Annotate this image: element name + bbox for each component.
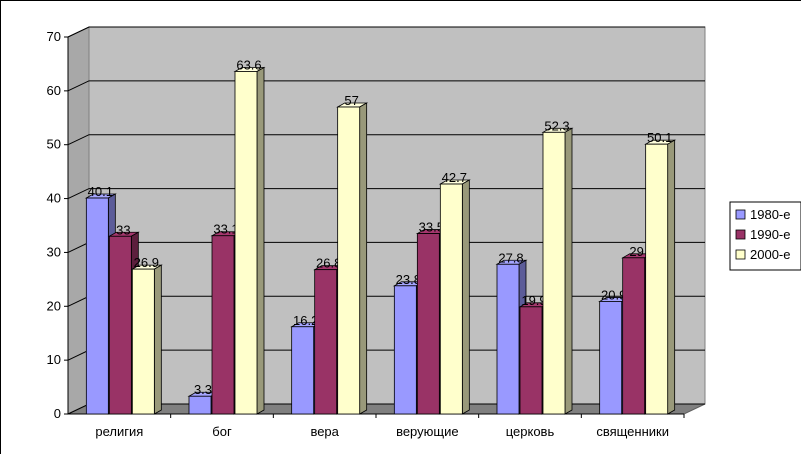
data-label: 3.3: [194, 382, 212, 397]
legend-swatch: [735, 229, 746, 240]
bar: [542, 131, 566, 415]
bar: [188, 395, 212, 415]
bar-side: [153, 264, 162, 415]
data-label: 33.5: [419, 220, 444, 235]
y-tick-label: 40: [47, 191, 61, 206]
bar-side: [461, 179, 470, 415]
data-label: 23.8: [396, 272, 421, 287]
bar: [337, 106, 361, 415]
bar-side: [359, 102, 368, 415]
data-label: 16.2: [293, 313, 318, 328]
x-tick-label: священники: [596, 424, 669, 439]
bar: [393, 285, 417, 415]
data-label: 19.9: [521, 293, 546, 308]
bar: [622, 257, 646, 415]
legend-label: 2000-е: [750, 247, 790, 262]
gridline: [67, 134, 705, 146]
legend-label: 1980-е: [750, 207, 790, 222]
bar: [519, 306, 543, 415]
y-tick-label: 0: [54, 406, 61, 421]
data-label: 20.9: [601, 287, 626, 302]
bar: [234, 71, 258, 415]
bar-side: [667, 139, 676, 415]
bar: [314, 269, 338, 415]
y-tick-label: 20: [47, 298, 61, 313]
y-tick-label: 30: [47, 244, 61, 259]
gridline: [67, 26, 705, 38]
y-tick-label: 10: [47, 352, 61, 367]
x-tick-label: церковь: [506, 424, 555, 439]
x-tick-label: верующие: [396, 424, 459, 439]
gridline: [67, 188, 705, 200]
y-tick-label: 50: [47, 137, 61, 152]
bar: [645, 143, 669, 415]
data-label: 52.3: [544, 118, 569, 133]
data-label: 40.1: [88, 184, 113, 199]
data-label: 27.8: [498, 250, 523, 265]
data-label: 33.1: [213, 222, 238, 237]
bar: [108, 235, 132, 415]
data-label: 33: [116, 222, 130, 237]
gridline: [67, 80, 705, 92]
bar: [599, 301, 623, 415]
legend-swatch: [735, 209, 746, 220]
x-tick-label: бог: [212, 424, 232, 439]
legend-label: 1990-е: [750, 227, 790, 242]
bar-side: [256, 66, 265, 415]
bar: [211, 235, 235, 415]
bar: [85, 197, 109, 415]
bar: [439, 183, 463, 415]
data-label: 26.9: [134, 255, 159, 270]
data-label: 57: [344, 93, 358, 108]
bar-side: [564, 127, 573, 415]
y-tick-label: 60: [47, 83, 61, 98]
bar: [416, 233, 440, 415]
data-label: 63.6: [236, 57, 261, 72]
y-tick-label: 70: [47, 29, 61, 44]
x-tick-label: религия: [95, 424, 143, 439]
bar: [131, 268, 155, 415]
legend-swatch: [735, 249, 746, 260]
x-tick-label: вера: [310, 424, 339, 439]
data-label: 26.8: [316, 256, 341, 271]
data-label: 29: [629, 244, 643, 259]
data-label: 50.1: [647, 130, 672, 145]
chart-side-wall: [67, 26, 90, 415]
bar: [291, 326, 315, 415]
data-label: 42.7: [442, 170, 467, 185]
bar: [496, 263, 520, 415]
